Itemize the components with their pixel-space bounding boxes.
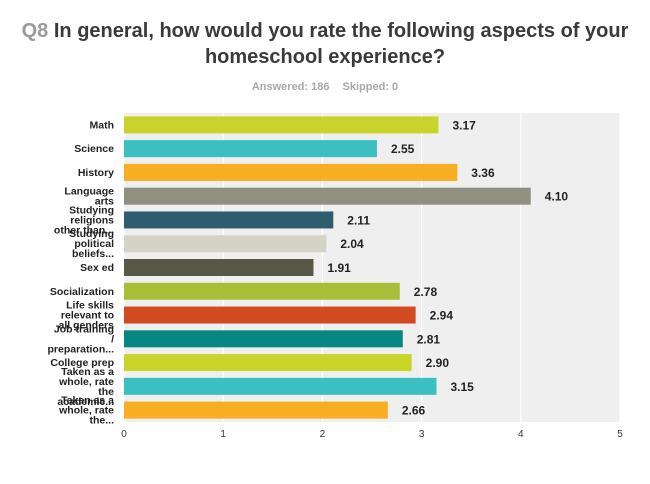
bar	[124, 140, 377, 158]
category-label-line: Science	[74, 143, 114, 155]
category-label-line: the...	[89, 415, 114, 427]
data-label: 3.15	[450, 380, 474, 394]
category-label: Sex ed	[80, 262, 114, 274]
category-label-line: arts	[95, 196, 114, 208]
bar	[124, 401, 388, 419]
question-text-line-2: homeschool experience?	[204, 46, 446, 68]
data-label: 2.04	[340, 237, 364, 251]
category-label-line: Taken as a	[61, 366, 114, 378]
category-label-line: political	[74, 238, 114, 250]
category-label-line: academic...	[57, 396, 114, 408]
category-label-line: Socialization	[50, 286, 114, 298]
bar	[124, 330, 403, 348]
data-label: 3.36	[471, 166, 495, 180]
category-label: Socialization	[50, 286, 114, 298]
data-label: 2.81	[417, 332, 441, 346]
category-label: Job training / preparation...	[47, 323, 114, 355]
category-label-line: Sex ed	[80, 262, 114, 274]
category-label: Life skills relevant to all genders	[59, 300, 115, 332]
chart-title: Q8 In general, how would you rate the fo…	[0, 18, 650, 70]
category-label-line: all genders	[59, 320, 115, 332]
category-label: Taken as a whole, rate the academic...	[57, 366, 114, 408]
question-text-line-1: In general, how would you rate the follo…	[53, 20, 629, 42]
category-label-line: Life skills	[66, 300, 114, 312]
question-number: Q8	[21, 20, 49, 42]
x-tick-label: 0	[121, 429, 127, 440]
data-label: 2.94	[430, 309, 454, 323]
category-label-line: /	[111, 333, 114, 345]
data-label: 4.10	[545, 190, 569, 204]
skipped-count: Skipped: 0	[342, 81, 399, 93]
category-label-line: beliefs...	[72, 248, 114, 260]
x-tick-label: 2	[320, 429, 326, 440]
category-label: Science	[74, 143, 114, 155]
category-label: Studying religions other than...	[54, 204, 114, 236]
category-label-line: History	[78, 167, 114, 179]
data-label: 2.66	[402, 404, 426, 418]
bar	[124, 211, 334, 229]
category-label-line: Taken as a	[61, 395, 114, 407]
bar	[124, 377, 437, 395]
bar	[124, 163, 458, 181]
category-label-line: College prep	[50, 357, 114, 369]
category-label: History	[78, 167, 114, 179]
category-label-line: Studying	[69, 204, 114, 216]
bar	[124, 259, 314, 276]
category-label-line: Studying	[69, 228, 114, 240]
data-label: 1.91	[327, 261, 351, 275]
x-tick-label: 1	[220, 429, 226, 440]
category-label-line: whole, rate	[58, 405, 114, 417]
category-label-line: other than...	[54, 224, 114, 236]
title-line-1: Q8 In general, how would you rate the fo…	[0, 18, 650, 44]
category-label: Studying political beliefs...	[69, 228, 114, 260]
bar	[124, 187, 531, 205]
bar	[124, 354, 412, 372]
x-tick-label: 4	[518, 429, 524, 440]
x-tick-label: 5	[617, 429, 623, 440]
category-label-line: the	[98, 386, 114, 398]
category-label-line: Job training	[54, 323, 114, 335]
bar	[124, 306, 416, 324]
category-label-line: Math	[90, 119, 115, 131]
data-label: 2.55	[391, 142, 415, 156]
category-label: Language arts	[64, 186, 114, 208]
data-label: 2.11	[347, 213, 370, 227]
category-label: Taken as a whole, rate the...	[58, 395, 114, 427]
category-label-line: relevant to	[61, 310, 114, 322]
category-label: College prep	[50, 357, 114, 369]
x-tick-label: 3	[419, 429, 425, 440]
category-label-line: religions	[70, 214, 114, 226]
data-label: 2.78	[414, 285, 438, 299]
category-label-line: preparation...	[47, 343, 114, 355]
data-label: 2.90	[426, 356, 450, 370]
category-label-line: whole, rate	[58, 376, 114, 388]
category-label: Math	[90, 119, 115, 131]
category-label-line: Language	[64, 186, 114, 198]
bar	[124, 116, 439, 134]
answered-count: Answered: 186	[251, 81, 330, 93]
response-stats: Answered: 186 Skipped: 0	[0, 81, 650, 93]
data-label: 3.17	[452, 118, 476, 132]
bar	[124, 235, 327, 253]
bar	[124, 282, 400, 300]
